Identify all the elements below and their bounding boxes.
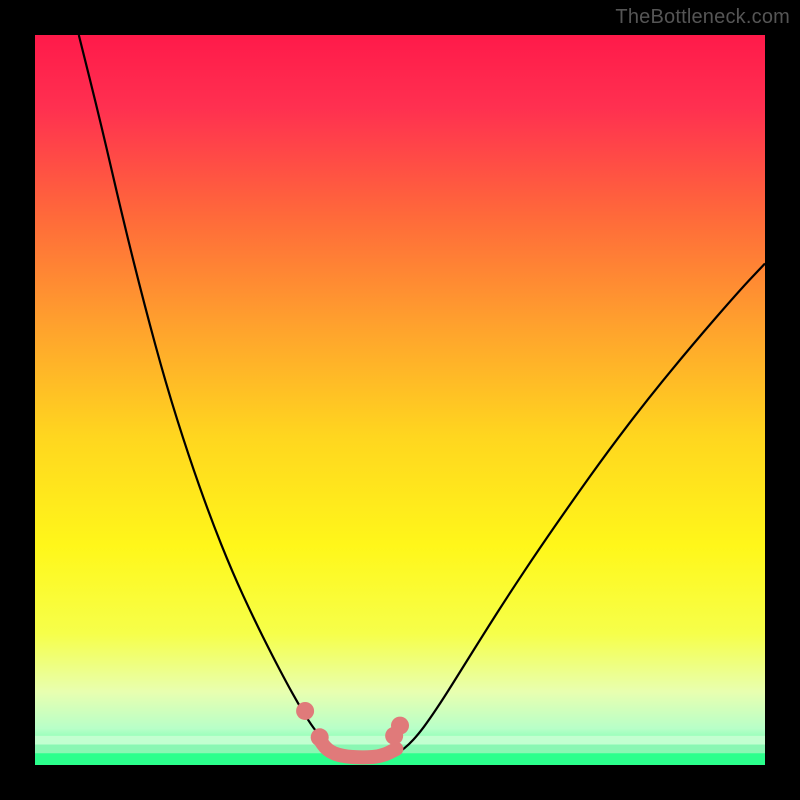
- marker-dot-0: [296, 702, 314, 720]
- watermark-text: TheBottleneck.com: [615, 6, 790, 29]
- marker-dot-3: [391, 717, 409, 735]
- chart-container: TheBottleneck.com: [0, 0, 800, 800]
- bottom-band-2: [35, 753, 765, 765]
- marker-dot-1: [311, 728, 329, 746]
- plot-background: [35, 35, 765, 765]
- bottleneck-curve-chart: [0, 0, 800, 800]
